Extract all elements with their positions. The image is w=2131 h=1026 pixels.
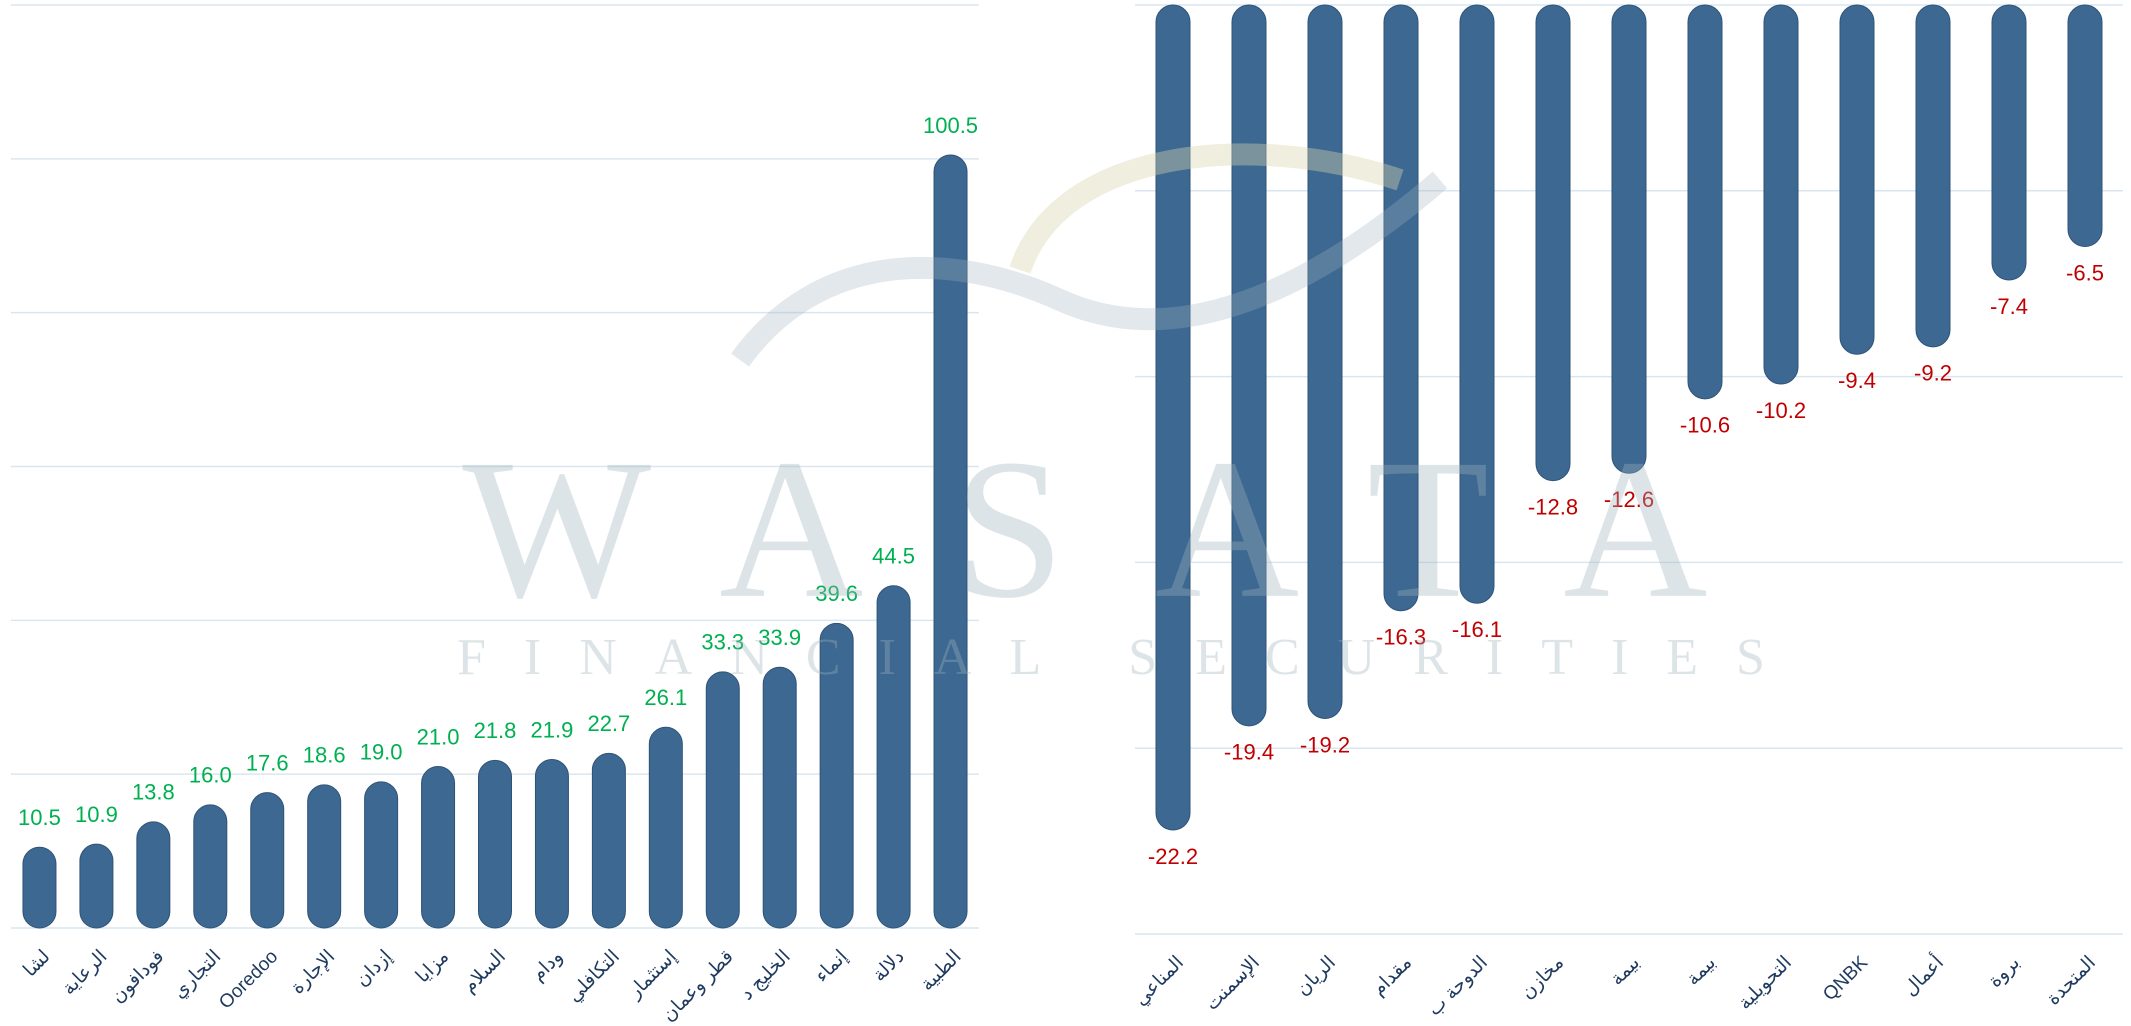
x-tick-label: مخازن <box>1517 952 1568 1003</box>
x-tick-label: لشا <box>20 946 55 981</box>
x-tick-label: أعمال <box>1898 950 1948 1000</box>
bar <box>762 666 797 929</box>
x-tick-label: مزايا <box>412 946 453 987</box>
value-label: -16.1 <box>1452 617 1502 642</box>
x-tick-label: Ooredoo <box>215 946 282 1013</box>
bar <box>1839 4 1875 355</box>
value-label: -9.2 <box>1914 361 1952 386</box>
x-tick-label: الريان <box>1292 952 1340 1000</box>
value-label: -7.4 <box>1990 294 2028 319</box>
bar <box>2067 4 2103 248</box>
value-label: -16.3 <box>1376 625 1426 650</box>
x-tick-label: مقدام <box>1368 952 1416 1000</box>
value-label: 10.5 <box>18 805 61 830</box>
bar <box>1763 4 1799 385</box>
bar <box>819 622 854 929</box>
x-tick-label: بيمة <box>1606 952 1644 990</box>
value-label: -12.6 <box>1604 487 1654 512</box>
bar <box>876 585 911 929</box>
bar <box>1155 4 1191 831</box>
chart: المناعي -22.2 الإسمنت -19.4 الريان -19.2 مقدام… <box>1130 4 2123 1020</box>
x-tick-label: التكافلي <box>564 946 624 1006</box>
value-label: 21.8 <box>474 718 517 743</box>
x-tick-label: بروة <box>1985 952 2025 992</box>
bar <box>1915 4 1951 348</box>
value-label: 100.5 <box>923 113 978 138</box>
bar <box>364 781 399 929</box>
bar <box>421 765 456 929</box>
x-tick-label: الإسمنت <box>1202 952 1265 1015</box>
bar <box>22 846 57 929</box>
bar <box>534 759 569 929</box>
x-tick-label: المناعي <box>1130 952 1188 1010</box>
bar <box>193 804 228 929</box>
watermark-swoosh <box>1009 143 1404 274</box>
x-tick-label: الدوحة ب <box>1424 952 1492 1020</box>
bar <box>136 821 171 929</box>
bar <box>591 752 626 929</box>
value-label: 13.8 <box>132 780 175 805</box>
bar <box>79 843 114 929</box>
value-label: 18.6 <box>303 743 346 768</box>
x-tick-label: بيمة <box>1682 952 1720 990</box>
value-label: 26.1 <box>644 685 687 710</box>
x-tick-label: فودافون <box>107 946 168 1007</box>
value-label: -6.5 <box>2066 260 2104 285</box>
x-tick-label: الإجارة <box>287 946 339 998</box>
value-label: -22.2 <box>1148 844 1198 869</box>
watermark-title: WASATA <box>462 419 1797 640</box>
value-label: 19.0 <box>360 740 403 765</box>
x-tick-label: التحويلية <box>1734 952 1796 1014</box>
value-label: -10.2 <box>1756 398 1806 423</box>
value-label: -19.2 <box>1300 732 1350 757</box>
watermark-swoosh <box>731 171 1448 367</box>
bar <box>1611 4 1647 474</box>
value-label: 10.9 <box>75 802 118 827</box>
value-label: 44.5 <box>872 544 915 569</box>
value-label: 39.6 <box>815 581 858 606</box>
x-tick-label: السلام <box>459 946 510 997</box>
bar <box>1687 4 1723 400</box>
value-label: -9.4 <box>1838 368 1876 393</box>
x-tick-label: إنماء <box>811 946 852 987</box>
x-tick-label: المتحدة <box>2043 952 2100 1009</box>
x-tick-label: QNBK <box>1819 952 1872 1005</box>
bar <box>307 784 342 929</box>
value-label: 21.9 <box>531 717 574 742</box>
value-label: -10.6 <box>1680 413 1730 438</box>
value-label: 21.0 <box>417 724 460 749</box>
x-tick-label: الرعاية <box>58 946 111 999</box>
x-tick-label: الخليج د <box>737 946 795 1004</box>
bar <box>1535 4 1571 482</box>
bar <box>705 671 740 929</box>
x-tick-label: التجاري <box>169 946 226 1003</box>
value-label: 33.9 <box>758 625 801 650</box>
x-tick-label: ودام <box>528 946 567 985</box>
value-label: 33.3 <box>701 630 744 655</box>
bar <box>1383 4 1419 612</box>
value-label: 16.0 <box>189 763 232 788</box>
value-label: 17.6 <box>246 750 289 775</box>
x-tick-label: إزدان <box>352 946 397 991</box>
bar <box>478 759 512 929</box>
bar <box>648 726 683 929</box>
bar <box>1459 4 1495 604</box>
bar <box>250 792 285 929</box>
bar <box>933 154 968 929</box>
bar <box>1231 4 1267 727</box>
value-label: 22.7 <box>587 711 630 736</box>
value-label: -12.8 <box>1528 494 1578 519</box>
watermark-subtitle: FINANCIAL SECURITIES <box>457 629 1803 686</box>
value-label: -19.4 <box>1224 740 1274 765</box>
x-tick-label: دلالة <box>869 946 909 986</box>
bar <box>1307 4 1343 719</box>
watermark: WASATA FINANCIAL SECURITIES <box>457 143 1803 686</box>
x-tick-label: الطبية <box>917 946 966 995</box>
bar <box>1991 4 2027 281</box>
